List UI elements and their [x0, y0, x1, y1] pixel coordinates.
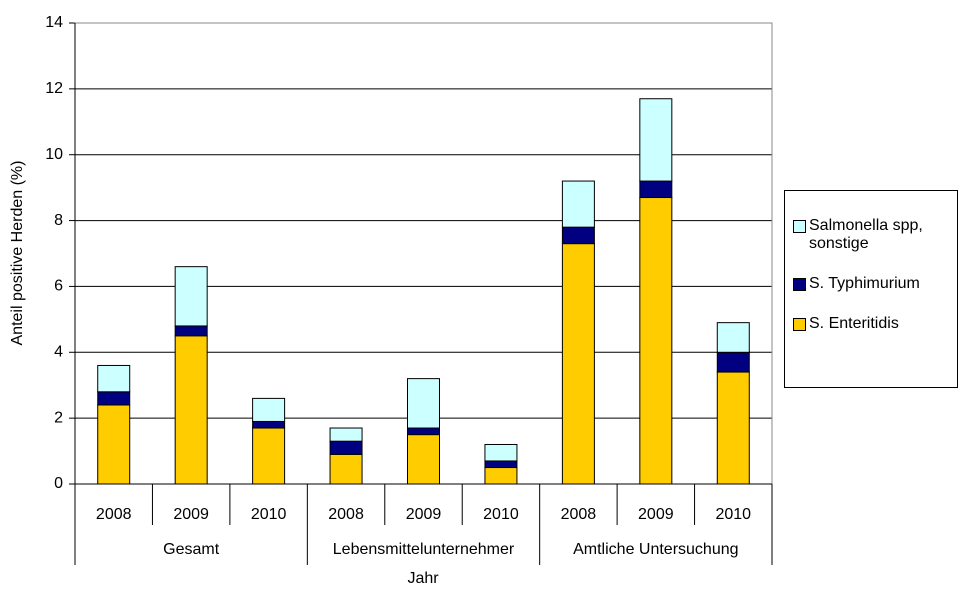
bar-segment [561, 226, 595, 245]
bar-segment [716, 322, 750, 353]
y-tick-label: 14 [45, 14, 63, 31]
y-tick-label: 12 [45, 80, 63, 97]
y-tick-label: 0 [54, 475, 63, 492]
bar-segment [174, 266, 208, 327]
legend-item: Salmonella spp, sonstige [793, 217, 951, 253]
bar-segment [329, 453, 363, 485]
bar-segment [174, 325, 208, 337]
bar-segment [407, 378, 440, 429]
y-tick-label: 6 [54, 278, 63, 295]
bar-segment [561, 180, 595, 228]
legend-label: S. Enteritidis [809, 315, 899, 332]
x-tick-label: 2010 [483, 506, 519, 523]
bar-segment [484, 443, 518, 462]
legend-item: S. Typhimurium [793, 275, 951, 293]
legend-swatch [793, 318, 806, 331]
bar-segment [484, 460, 518, 469]
group-label: Gesamt [163, 541, 220, 558]
group-label: Lebensmittelunternehmer [333, 541, 515, 558]
bar-segment [716, 351, 750, 373]
bar-segment [639, 98, 673, 182]
bar-segment [97, 391, 131, 406]
bar-segment [97, 404, 131, 485]
group-label: Amtliche Untersuchung [573, 541, 738, 558]
x-tick-label: 2010 [251, 506, 287, 523]
bar-segment [639, 180, 673, 199]
bar-segment [174, 335, 208, 485]
x-axis-label: Jahr [407, 570, 439, 587]
legend: Salmonella spp, sonstige S. Typhimurium S.… [784, 190, 958, 388]
y-tick-label: 8 [54, 212, 63, 229]
y-tick-label: 4 [54, 344, 63, 361]
x-tick-label: 2008 [328, 506, 364, 523]
bar-segment [716, 371, 750, 485]
bar-segment [329, 427, 363, 442]
legend-swatch [793, 220, 806, 233]
y-axis-label: Anteil positive Herden (%) [9, 161, 26, 346]
x-tick-label: 2008 [96, 506, 132, 523]
x-tick-label: 2009 [406, 506, 442, 523]
y-tick-label: 10 [45, 146, 63, 163]
bar-segment [484, 467, 518, 485]
legend-swatch [793, 278, 806, 291]
bar-segment [97, 364, 131, 393]
bar-segment [639, 197, 673, 485]
bar-segment [561, 243, 595, 485]
bar-segment [252, 427, 286, 485]
bar-segment [407, 434, 440, 485]
bar-segment [252, 397, 286, 422]
bar-segment [407, 427, 440, 436]
legend-label: S. Typhimurium [809, 275, 920, 292]
bar-segment [252, 420, 286, 429]
legend-item: S. Enteritidis [793, 315, 951, 333]
y-tick-label: 2 [54, 409, 63, 426]
x-tick-label: 2009 [638, 506, 674, 523]
bar-segment [329, 440, 363, 455]
x-tick-label: 2010 [715, 506, 751, 523]
x-tick-label: 2009 [173, 506, 209, 523]
legend-label: Salmonella spp, sonstige [809, 217, 923, 252]
x-tick-label: 2008 [561, 506, 597, 523]
